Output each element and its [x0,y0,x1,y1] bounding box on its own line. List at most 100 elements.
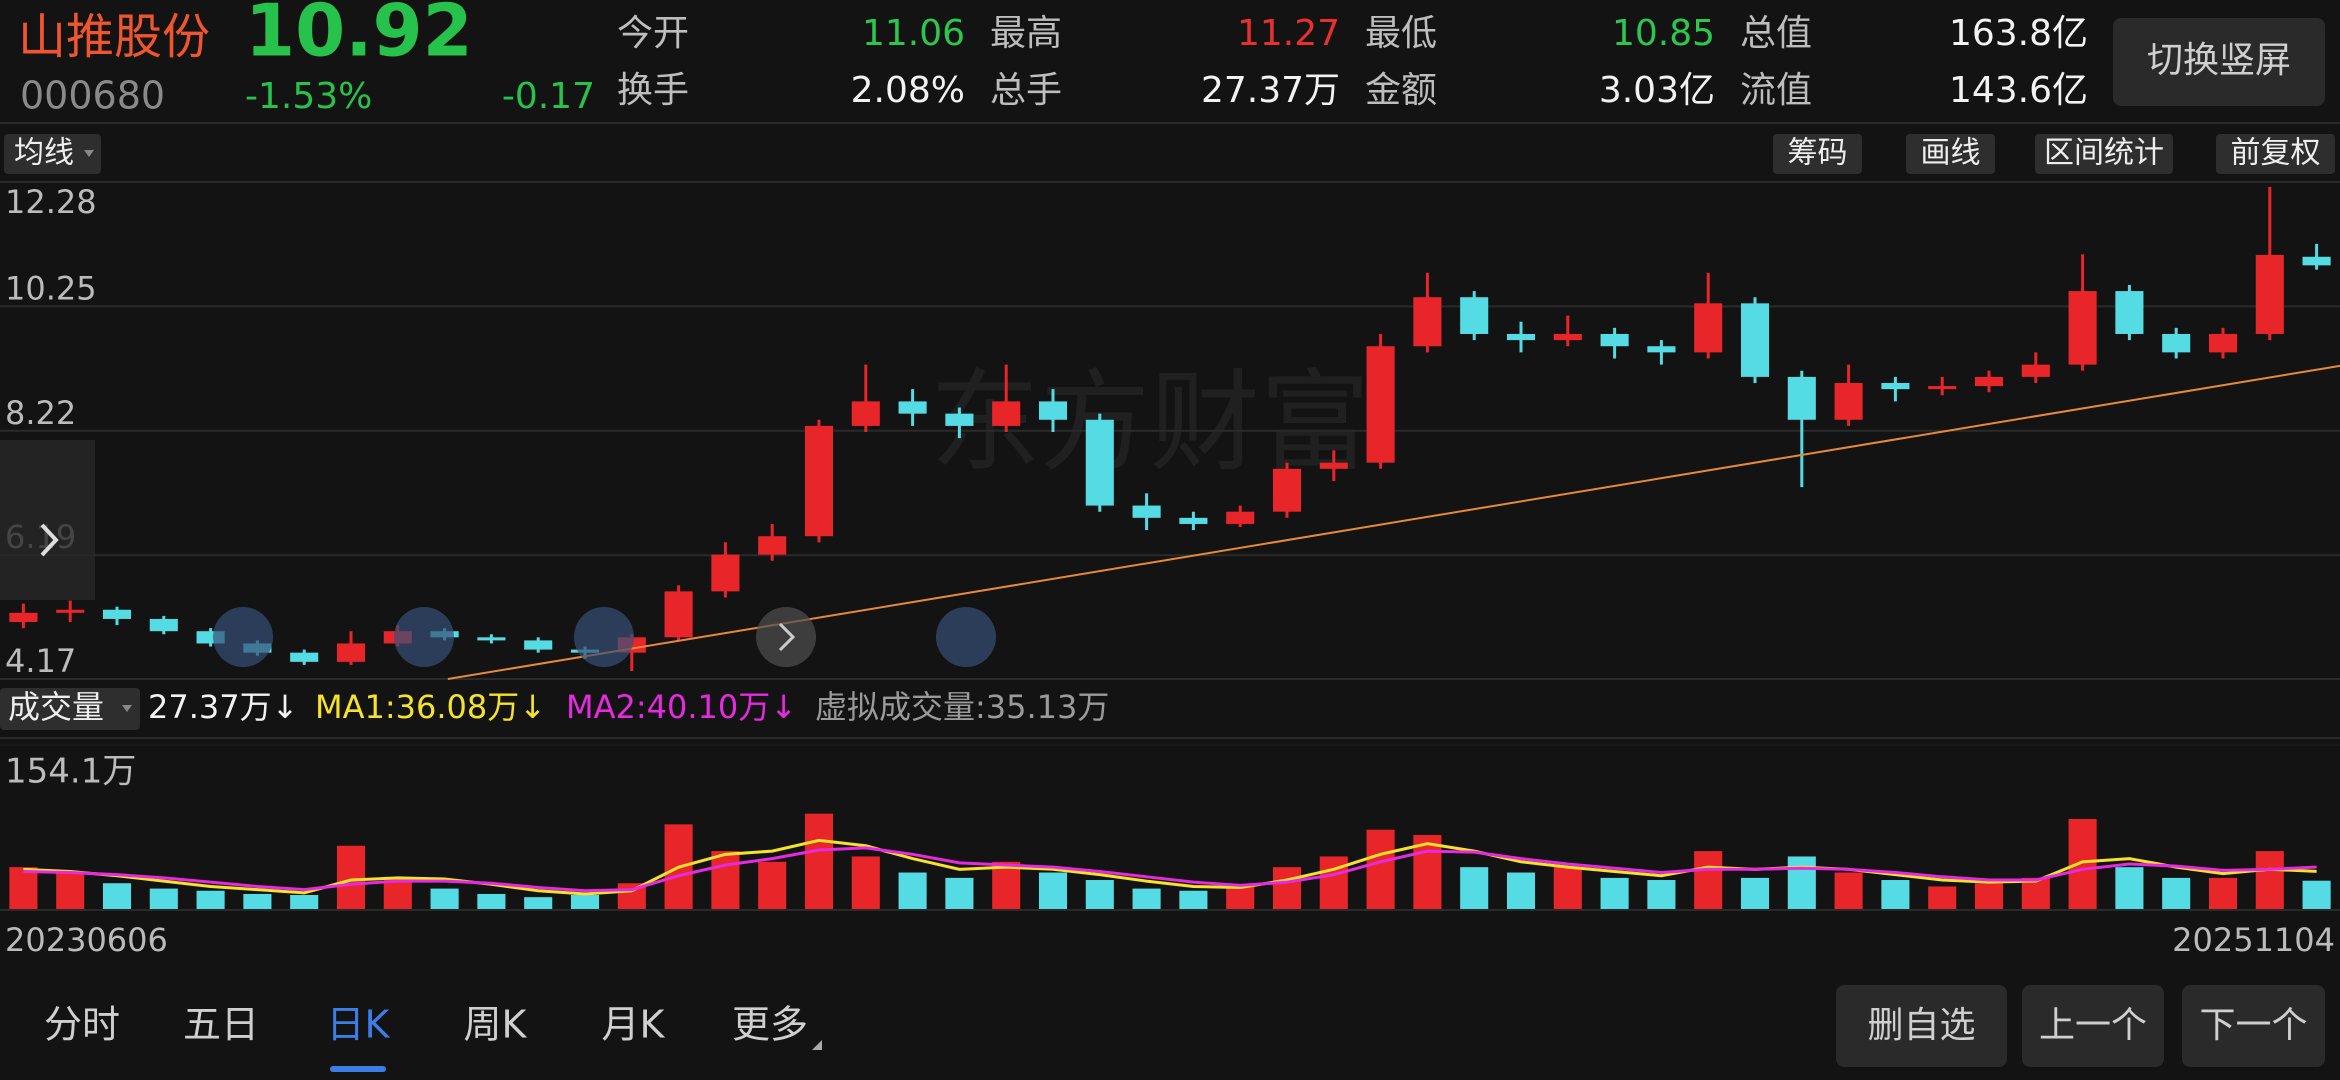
tool-button[interactable] [1906,134,1995,174]
candle-body [1553,333,1582,341]
candle-body [149,618,178,632]
volume-bar [1834,872,1863,910]
volume-bar [1506,872,1536,910]
side-handle-icon[interactable] [40,523,59,557]
volume-bar [804,813,834,910]
side-handle[interactable] [0,440,95,600]
volume-bar [2115,867,2144,910]
dropdown-icon [84,150,94,157]
nav-tab[interactable]: 日K [327,1003,391,1047]
volume-bar [2162,877,2191,910]
candle-body [1226,511,1255,524]
nav-tab[interactable]: 周K [464,1003,528,1047]
candle-body [524,640,553,650]
candle-body [1787,376,1816,420]
candle-body [56,609,85,613]
tool-button[interactable] [2035,134,2173,174]
volume-bar [898,872,927,910]
rotate-button-label[interactable]: 切换竖屏 [2147,40,2291,81]
tool-button-label[interactable]: 前复权 [2231,136,2321,171]
stat-label: 最低 [1365,13,1437,54]
volume-bar [1272,867,1302,910]
candle-body [2021,364,2050,377]
volume-bar [102,883,132,910]
candle-body [2068,291,2097,365]
candle-body [711,554,740,592]
nav-button-label[interactable]: 删自选 [1867,1005,1975,1046]
volume-bar [9,867,38,910]
y-tick-label: 12.28 [5,183,97,221]
candle-body [898,401,927,414]
nav-button-label[interactable]: 下一个 [2199,1005,2307,1046]
nav-button[interactable] [2022,985,2164,1067]
more-icon [812,1040,822,1050]
tool-button[interactable] [756,607,816,667]
volume-bar [2208,877,2238,910]
change-pct: -1.53% [245,76,372,117]
candle-body [102,609,132,619]
ma-line [23,846,2317,893]
volume-bar [2255,851,2284,910]
volume-bar [524,897,553,910]
candle-body [1694,303,1723,353]
stat-label: 今开 [617,13,689,54]
tool-button-label[interactable]: 画线 [1921,136,1981,171]
stat-label: 最高 [990,13,1062,54]
nav-tab[interactable]: 分时 [44,1003,120,1047]
tool-button[interactable] [394,607,454,667]
stat-value: 27.37万 [1201,70,1340,111]
volume-bar [1226,886,1255,910]
volume-bar [477,893,506,910]
volume-bar [1132,888,1161,910]
tool-button[interactable] [936,607,996,667]
tool-icon [778,622,796,652]
y-tick-label: 154.1万 [5,752,136,792]
y-tick-label: 10.25 [5,269,97,307]
volume-select[interactable] [0,688,140,730]
volume-bar [290,895,319,910]
stat-value: 3.03亿 [1599,70,1715,111]
candle-body [945,413,974,426]
floating-tools [213,607,996,667]
stat-label: 总值 [1740,13,1812,54]
candle-body [290,652,319,662]
tool-button-label[interactable]: 筹码 [1788,136,1848,171]
rotate-button[interactable] [2113,18,2325,106]
price: 10.92 [245,0,473,73]
candle-body [477,637,506,641]
nav-button[interactable] [2182,985,2325,1067]
candle-body [1132,505,1161,518]
nav-tab[interactable]: 更多 [732,1003,808,1047]
nav-button-label[interactable]: 上一个 [2039,1005,2147,1046]
tool-button[interactable] [213,607,273,667]
tool-button-label[interactable]: 区间统计 [2044,136,2164,171]
candle-body [1272,468,1302,512]
volume-title[interactable]: 成交量 [8,688,104,726]
volume-bar [851,856,880,910]
nav-tab[interactable]: 五日 [183,1003,259,1047]
candle-body [758,536,787,555]
candle-body [1506,333,1536,341]
volume-bar [1460,867,1489,910]
y-tick-label: 8.22 [5,394,76,432]
volume-bar [1881,880,1910,910]
tool-button[interactable] [1773,134,1862,174]
candle-body [336,643,366,662]
candle-body [1928,386,1957,390]
indicator-select[interactable] [4,134,101,174]
volume-bar [1085,880,1114,910]
nav-tab[interactable]: 月K [602,1003,666,1047]
candle-body [1319,462,1348,469]
volume-bar [711,851,740,910]
volume-bar [1740,877,1770,910]
tool-button[interactable] [574,607,634,667]
candle-body [804,425,834,537]
tool-button[interactable] [2216,134,2335,174]
volume-bar [1647,880,1676,910]
volume-bar [336,845,366,910]
volume-bar [570,895,600,910]
indicator-select-label[interactable]: 均线 [14,136,74,171]
candle-body [664,591,693,638]
nav-button[interactable] [1836,985,2007,1067]
